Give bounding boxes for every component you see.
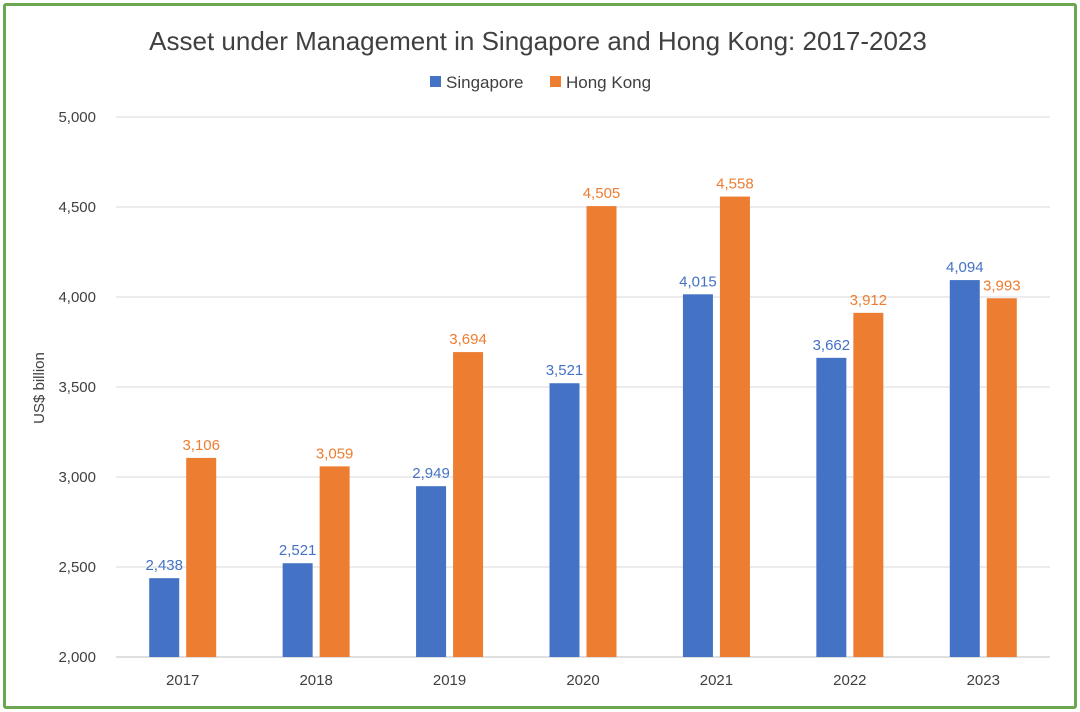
data-label-hong-kong-2020: 4,505 (583, 185, 621, 202)
x-axis-ticks: 2017 2018 2019 2020 2021 2022 2023 (166, 672, 1000, 689)
data-label-hong-kong-2018: 3,059 (316, 445, 354, 462)
y-tick-label: 4,000 (58, 289, 96, 306)
data-label-singapore-2023: 4,094 (946, 259, 984, 276)
data-label-singapore-2020: 3,521 (546, 362, 584, 379)
y-tick-label: 3,000 (58, 469, 96, 486)
y-tick-label: 2,500 (58, 559, 96, 576)
legend-label-hong-kong: Hong Kong (566, 73, 651, 92)
bars (149, 196, 1017, 657)
bar-singapore-2019 (416, 486, 447, 657)
x-tick-label: 2021 (700, 672, 733, 689)
data-label-singapore-2022: 3,662 (813, 337, 851, 354)
data-label-singapore-2018: 2,521 (279, 542, 317, 559)
data-label-singapore-2021: 4,015 (679, 273, 717, 290)
data-labels: 2,438 3,106 2,521 3,059 2,949 3,694 3,521 4,505… (145, 176, 1020, 575)
y-axis-label: US$ billion (31, 352, 48, 424)
y-tick-label: 3,500 (58, 379, 96, 396)
bar-singapore-2022 (816, 357, 847, 657)
bar-hong-kong-2017 (186, 457, 217, 657)
data-label-singapore-2019: 2,949 (412, 465, 450, 482)
bar-hong-kong-2020 (586, 206, 617, 657)
x-tick-label: 2019 (433, 672, 466, 689)
legend: Singapore Hong Kong (430, 73, 651, 92)
y-tick-label: 4,500 (58, 199, 96, 216)
data-label-hong-kong-2023: 3,993 (983, 277, 1021, 294)
data-label-singapore-2017: 2,438 (145, 557, 183, 574)
x-tick-label: 2017 (166, 672, 199, 689)
bar-hong-kong-2019 (453, 352, 484, 657)
chart-title: Asset under Management in Singapore and … (149, 26, 927, 56)
y-tick-label: 5,000 (58, 109, 96, 126)
x-tick-label: 2020 (566, 672, 599, 689)
bar-singapore-2021 (682, 294, 713, 657)
gridlines (116, 116, 1050, 658)
bar-singapore-2020 (549, 383, 580, 657)
bar-singapore-2023 (949, 280, 980, 657)
y-tick-label: 2,000 (58, 649, 96, 666)
x-tick-label: 2022 (833, 672, 866, 689)
bar-hong-kong-2023 (986, 298, 1017, 657)
chart-frame (3, 3, 1077, 709)
data-label-hong-kong-2017: 3,106 (182, 437, 220, 454)
x-tick-label: 2023 (967, 672, 1000, 689)
bar-hong-kong-2018 (319, 466, 350, 657)
legend-swatch-singapore (430, 76, 441, 87)
bar-singapore-2018 (282, 563, 313, 657)
y-axis-ticks: 2,000 2,500 3,000 3,500 4,000 4,500 5,000 (58, 109, 96, 666)
bar-hong-kong-2022 (853, 312, 884, 657)
data-label-hong-kong-2019: 3,694 (449, 331, 487, 348)
x-tick-label: 2018 (299, 672, 332, 689)
legend-label-singapore: Singapore (446, 73, 524, 92)
data-label-hong-kong-2022: 3,912 (850, 292, 888, 309)
bar-hong-kong-2021 (719, 196, 750, 657)
data-label-hong-kong-2021: 4,558 (716, 176, 754, 193)
bar-singapore-2017 (149, 578, 180, 657)
legend-swatch-hong-kong (550, 76, 561, 87)
